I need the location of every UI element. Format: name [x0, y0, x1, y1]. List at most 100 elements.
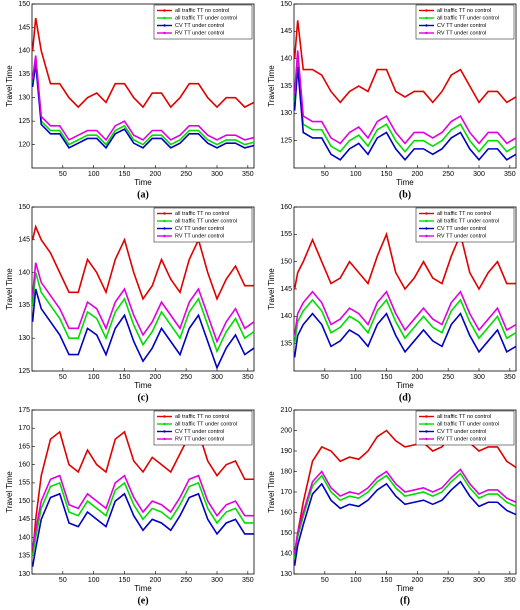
legend-label: CV TT under control — [175, 23, 224, 29]
x-tick-label: 350 — [242, 171, 254, 178]
legend-marker — [163, 234, 166, 238]
y-tick-label: 145 — [18, 516, 30, 523]
legend-label: all traffic TT under control — [437, 218, 499, 224]
legend-marker — [425, 24, 428, 27]
x-tick-label: 50 — [59, 171, 67, 178]
legend-label: all traffic TT under control — [437, 15, 499, 21]
x-tick-label: 350 — [504, 171, 516, 178]
series-line — [293, 290, 517, 336]
y-tick-label: 125 — [18, 118, 30, 125]
x-tick-label: 150 — [119, 374, 131, 381]
x-tick-label: 200 — [411, 577, 423, 584]
y-tick-label: 120 — [18, 141, 30, 148]
legend-marker — [425, 16, 428, 20]
series-line — [293, 472, 517, 558]
legend-marker — [163, 212, 166, 215]
y-tick-label: 190 — [280, 448, 292, 455]
series-line — [31, 492, 254, 567]
legend-marker — [425, 227, 428, 230]
x-tick-label: 200 — [149, 577, 161, 584]
series-line — [31, 224, 254, 301]
legend-label: all traffic TT under control — [437, 421, 499, 427]
legend-marker — [425, 415, 428, 418]
legend-marker — [163, 9, 166, 12]
legend-marker — [425, 9, 428, 12]
y-tick-label: 145 — [18, 24, 30, 31]
y-tick-label: 155 — [18, 480, 30, 487]
legend-marker — [425, 437, 428, 441]
legend-label: all traffic TT no control — [437, 414, 491, 420]
x-tick-label: 300 — [211, 171, 223, 178]
legend-marker — [425, 212, 428, 215]
x-tick-label: 250 — [442, 374, 454, 381]
x-tick-label: 50 — [59, 374, 67, 381]
y-tick-label: 150 — [18, 498, 30, 505]
caption: (e) — [137, 595, 148, 606]
series-line — [31, 262, 255, 344]
y-tick-label: 140 — [280, 313, 292, 320]
caption: (b) — [399, 189, 411, 200]
series-line — [31, 55, 255, 142]
y-tick-label: 150 — [280, 259, 292, 266]
series-line — [31, 272, 255, 354]
legend-marker — [163, 227, 166, 230]
legend-label: all traffic TT no control — [175, 211, 229, 217]
legend-marker — [425, 234, 428, 238]
series-line — [293, 50, 517, 145]
x-tick-label: 250 — [442, 577, 454, 584]
legend-marker — [163, 24, 166, 27]
x-tick-label: 250 — [180, 171, 192, 178]
series-line — [293, 427, 517, 554]
legend-label: CV TT under control — [437, 226, 486, 232]
x-axis-label: Time — [134, 178, 152, 187]
legend-label: all traffic TT no control — [437, 8, 491, 14]
y-tick-label: 145 — [18, 237, 30, 244]
y-tick-label: 160 — [18, 462, 30, 469]
legend-label: all traffic TT under control — [175, 15, 237, 21]
y-tick-label: 140 — [18, 269, 30, 276]
x-tick-label: 100 — [350, 577, 362, 584]
legend-label: CV TT under control — [175, 226, 224, 232]
x-axis-label: Time — [396, 178, 414, 187]
x-tick-label: 300 — [473, 577, 485, 584]
y-tick-label: 145 — [280, 28, 292, 35]
x-tick-label: 50 — [59, 577, 67, 584]
y-axis-label: Travel Time — [5, 268, 14, 310]
caption: (a) — [137, 189, 149, 200]
x-tick-label: 100 — [350, 171, 362, 178]
chart-panel: 50 100 150 200 250 300 350 130 135 140 145 150 155 16… — [5, 407, 255, 606]
x-tick-label: 50 — [321, 374, 329, 381]
legend-label: CV TT under control — [437, 429, 486, 435]
series-line — [293, 66, 517, 162]
y-tick-label: 130 — [280, 110, 292, 117]
legend-label: CV TT under control — [175, 429, 224, 435]
x-tick-label: 300 — [211, 577, 223, 584]
y-tick-label: 135 — [280, 83, 292, 90]
x-tick-label: 350 — [504, 374, 516, 381]
series-line — [293, 231, 516, 291]
series-line — [31, 430, 254, 556]
x-tick-label: 50 — [321, 577, 329, 584]
chart-panel: 50 100 150 200 250 300 350125130135140145150Ti… — [5, 204, 255, 403]
y-tick-label: 130 — [280, 571, 292, 578]
y-tick-label: 135 — [18, 553, 30, 560]
legend-marker — [163, 422, 166, 426]
y-axis-label: Travel Time — [5, 65, 14, 107]
x-tick-label: 100 — [350, 374, 362, 381]
y-tick-label: 150 — [280, 530, 292, 537]
legend-label: all traffic TT no control — [175, 8, 229, 14]
series-line — [31, 63, 255, 150]
legend-marker — [163, 415, 166, 418]
y-tick-label: 210 — [280, 407, 292, 414]
legend-marker — [163, 16, 166, 20]
series-line — [31, 17, 255, 109]
y-tick-label: 140 — [280, 56, 292, 63]
y-tick-label: 135 — [280, 341, 292, 348]
legend-label: RV TT under control — [437, 233, 486, 239]
y-tick-label: 150 — [280, 1, 292, 8]
legend-label: RV TT under control — [175, 30, 224, 36]
legend-label: RV TT under control — [175, 233, 224, 239]
x-tick-label: 200 — [411, 171, 423, 178]
caption: (c) — [137, 392, 148, 403]
